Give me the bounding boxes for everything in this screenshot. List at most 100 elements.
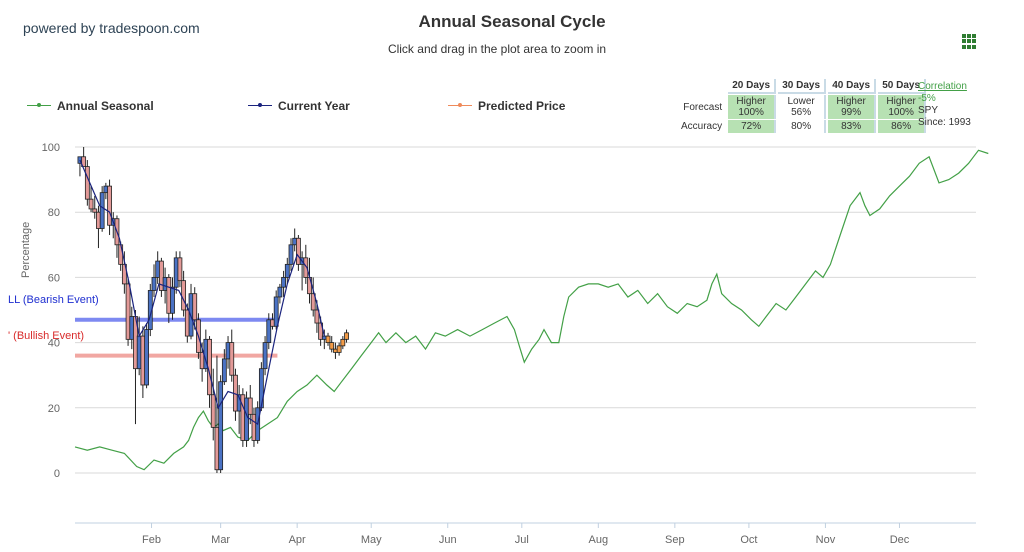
accuracy-cell-30: 80% — [778, 120, 827, 133]
current-year-candle — [284, 263, 290, 278]
forecast-row: Forecast Higher 100% Lower 56% Higher 99% H… — [678, 95, 927, 119]
x-tick-label: Apr — [289, 534, 306, 546]
accuracy-row-label: Accuracy — [681, 121, 723, 132]
current-year-candle — [99, 192, 105, 229]
menu-dot — [967, 34, 971, 38]
accuracy-cell-50: 86% — [878, 120, 927, 133]
current-year-candle — [181, 280, 187, 311]
legend-label: Annual Seasonal — [57, 99, 154, 113]
menu-dot — [967, 39, 971, 44]
legend-line-icon — [248, 101, 272, 111]
legend-item-current-year[interactable]: Current Year — [248, 99, 350, 113]
current-year-candle — [118, 244, 124, 265]
current-year-candle — [170, 286, 175, 314]
correlation-link[interactable]: Correlation — [918, 81, 967, 92]
x-tick-label: Aug — [589, 534, 609, 546]
y-axis-title: Percentage — [20, 221, 32, 278]
current-year-candle — [262, 342, 268, 370]
legend-line-icon — [448, 101, 472, 111]
legend-item-predicted-price[interactable]: Predicted Price — [448, 99, 565, 113]
current-year-candle — [303, 257, 309, 278]
current-year-candle — [258, 368, 264, 409]
current-year-line — [79, 159, 325, 426]
forecast-table: 20 Days 30 Days 40 Days 50 Days Forecast… — [676, 78, 928, 134]
correlation-value: -5% — [918, 93, 936, 104]
predicted-price-candle — [329, 342, 335, 350]
current-year-candle — [192, 293, 198, 321]
predicted-price-candle — [336, 345, 342, 353]
menu-dot — [967, 44, 971, 49]
current-year-candle — [158, 260, 164, 291]
predicted-price-candle — [325, 335, 331, 343]
accuracy-cell-20: 72% — [728, 120, 777, 133]
x-tick-label: Jun — [439, 534, 457, 546]
current-year-candle — [151, 276, 157, 291]
chart-subtitle: Click and drag in the plot area to zoom … — [387, 42, 607, 56]
x-tick-label: May — [361, 534, 382, 546]
chart-title: Annual Seasonal Cycle — [418, 12, 606, 31]
current-year-candle — [107, 185, 112, 226]
current-year-candle — [125, 283, 131, 340]
current-year-candle — [81, 156, 87, 167]
correlation-symbol: SPY — [918, 105, 939, 116]
chart-menu-icon[interactable] — [962, 34, 977, 49]
y-tick-label: 0 — [54, 468, 60, 480]
cell-percent: 56% — [791, 107, 812, 118]
forecast-cell-20: Higher 100% — [728, 95, 777, 119]
x-tick-label: Nov — [816, 534, 836, 546]
current-year-candle — [218, 381, 224, 471]
current-year-candle — [314, 309, 320, 324]
legend-item-annual-seasonal[interactable]: Annual Seasonal — [27, 99, 154, 113]
current-year-candle — [84, 166, 90, 200]
current-year-candle — [121, 263, 127, 285]
current-year-candle — [210, 394, 216, 428]
table-header-40-days: 40 Days — [828, 79, 877, 94]
x-tick-label: Feb — [142, 534, 161, 546]
accuracy-cell-40: 83% — [828, 120, 877, 133]
current-year-candle — [92, 208, 98, 213]
bullish-event-label: ' (Bullish Event) — [8, 330, 85, 342]
cell-percent: 100% — [888, 107, 914, 118]
current-year-candle — [144, 329, 149, 386]
cell-direction: Higher — [736, 96, 766, 107]
predicted-price-candle — [340, 338, 346, 347]
legend-line-icon — [27, 101, 51, 111]
table-header-30-days: 30 Days — [778, 79, 827, 94]
current-year-candle — [266, 319, 272, 343]
current-year-candle — [88, 198, 94, 210]
menu-dot — [972, 34, 976, 38]
cell-percent: 99% — [841, 107, 862, 118]
current-year-candle — [295, 237, 301, 265]
correlation-since: Since: 1993 — [918, 117, 971, 128]
brand-label: powered by tradespoon.com — [23, 20, 200, 36]
current-year-candle — [273, 296, 279, 327]
table-header-50-days: 50 Days — [878, 79, 927, 94]
x-tick-label: Mar — [211, 534, 230, 546]
forecast-row-label: Forecast — [683, 101, 723, 113]
current-year-candle — [281, 276, 286, 288]
cell-direction: Higher — [886, 96, 916, 107]
current-year-candle — [221, 358, 227, 383]
bearish-event-label: LL (Bearish Event) — [8, 294, 99, 306]
x-tick-label: Oct — [740, 534, 757, 546]
menu-dot — [962, 39, 966, 44]
accuracy-row: Accuracy 72% 80% 83% 86% — [678, 120, 927, 133]
current-year-candle — [310, 293, 316, 311]
forecast-cell-30: Lower 56% — [778, 95, 827, 119]
x-tick-label: Sep — [665, 534, 685, 546]
cell-direction: Lower — [787, 96, 815, 107]
current-year-candle — [244, 397, 249, 441]
table-header-20-days: 20 Days — [728, 79, 777, 94]
current-year-candle — [247, 397, 253, 415]
y-tick-label: 40 — [48, 338, 60, 350]
forecast-cell-40: Higher 99% — [828, 95, 877, 119]
x-tick-label: Dec — [890, 534, 910, 546]
y-tick-label: 80 — [48, 207, 60, 219]
y-tick-label: 60 — [48, 272, 60, 284]
cell-percent: 100% — [738, 107, 764, 118]
current-year-candle — [229, 342, 235, 376]
current-year-candle — [277, 286, 283, 298]
legend-label: Predicted Price — [478, 99, 566, 113]
menu-dot — [972, 44, 976, 49]
